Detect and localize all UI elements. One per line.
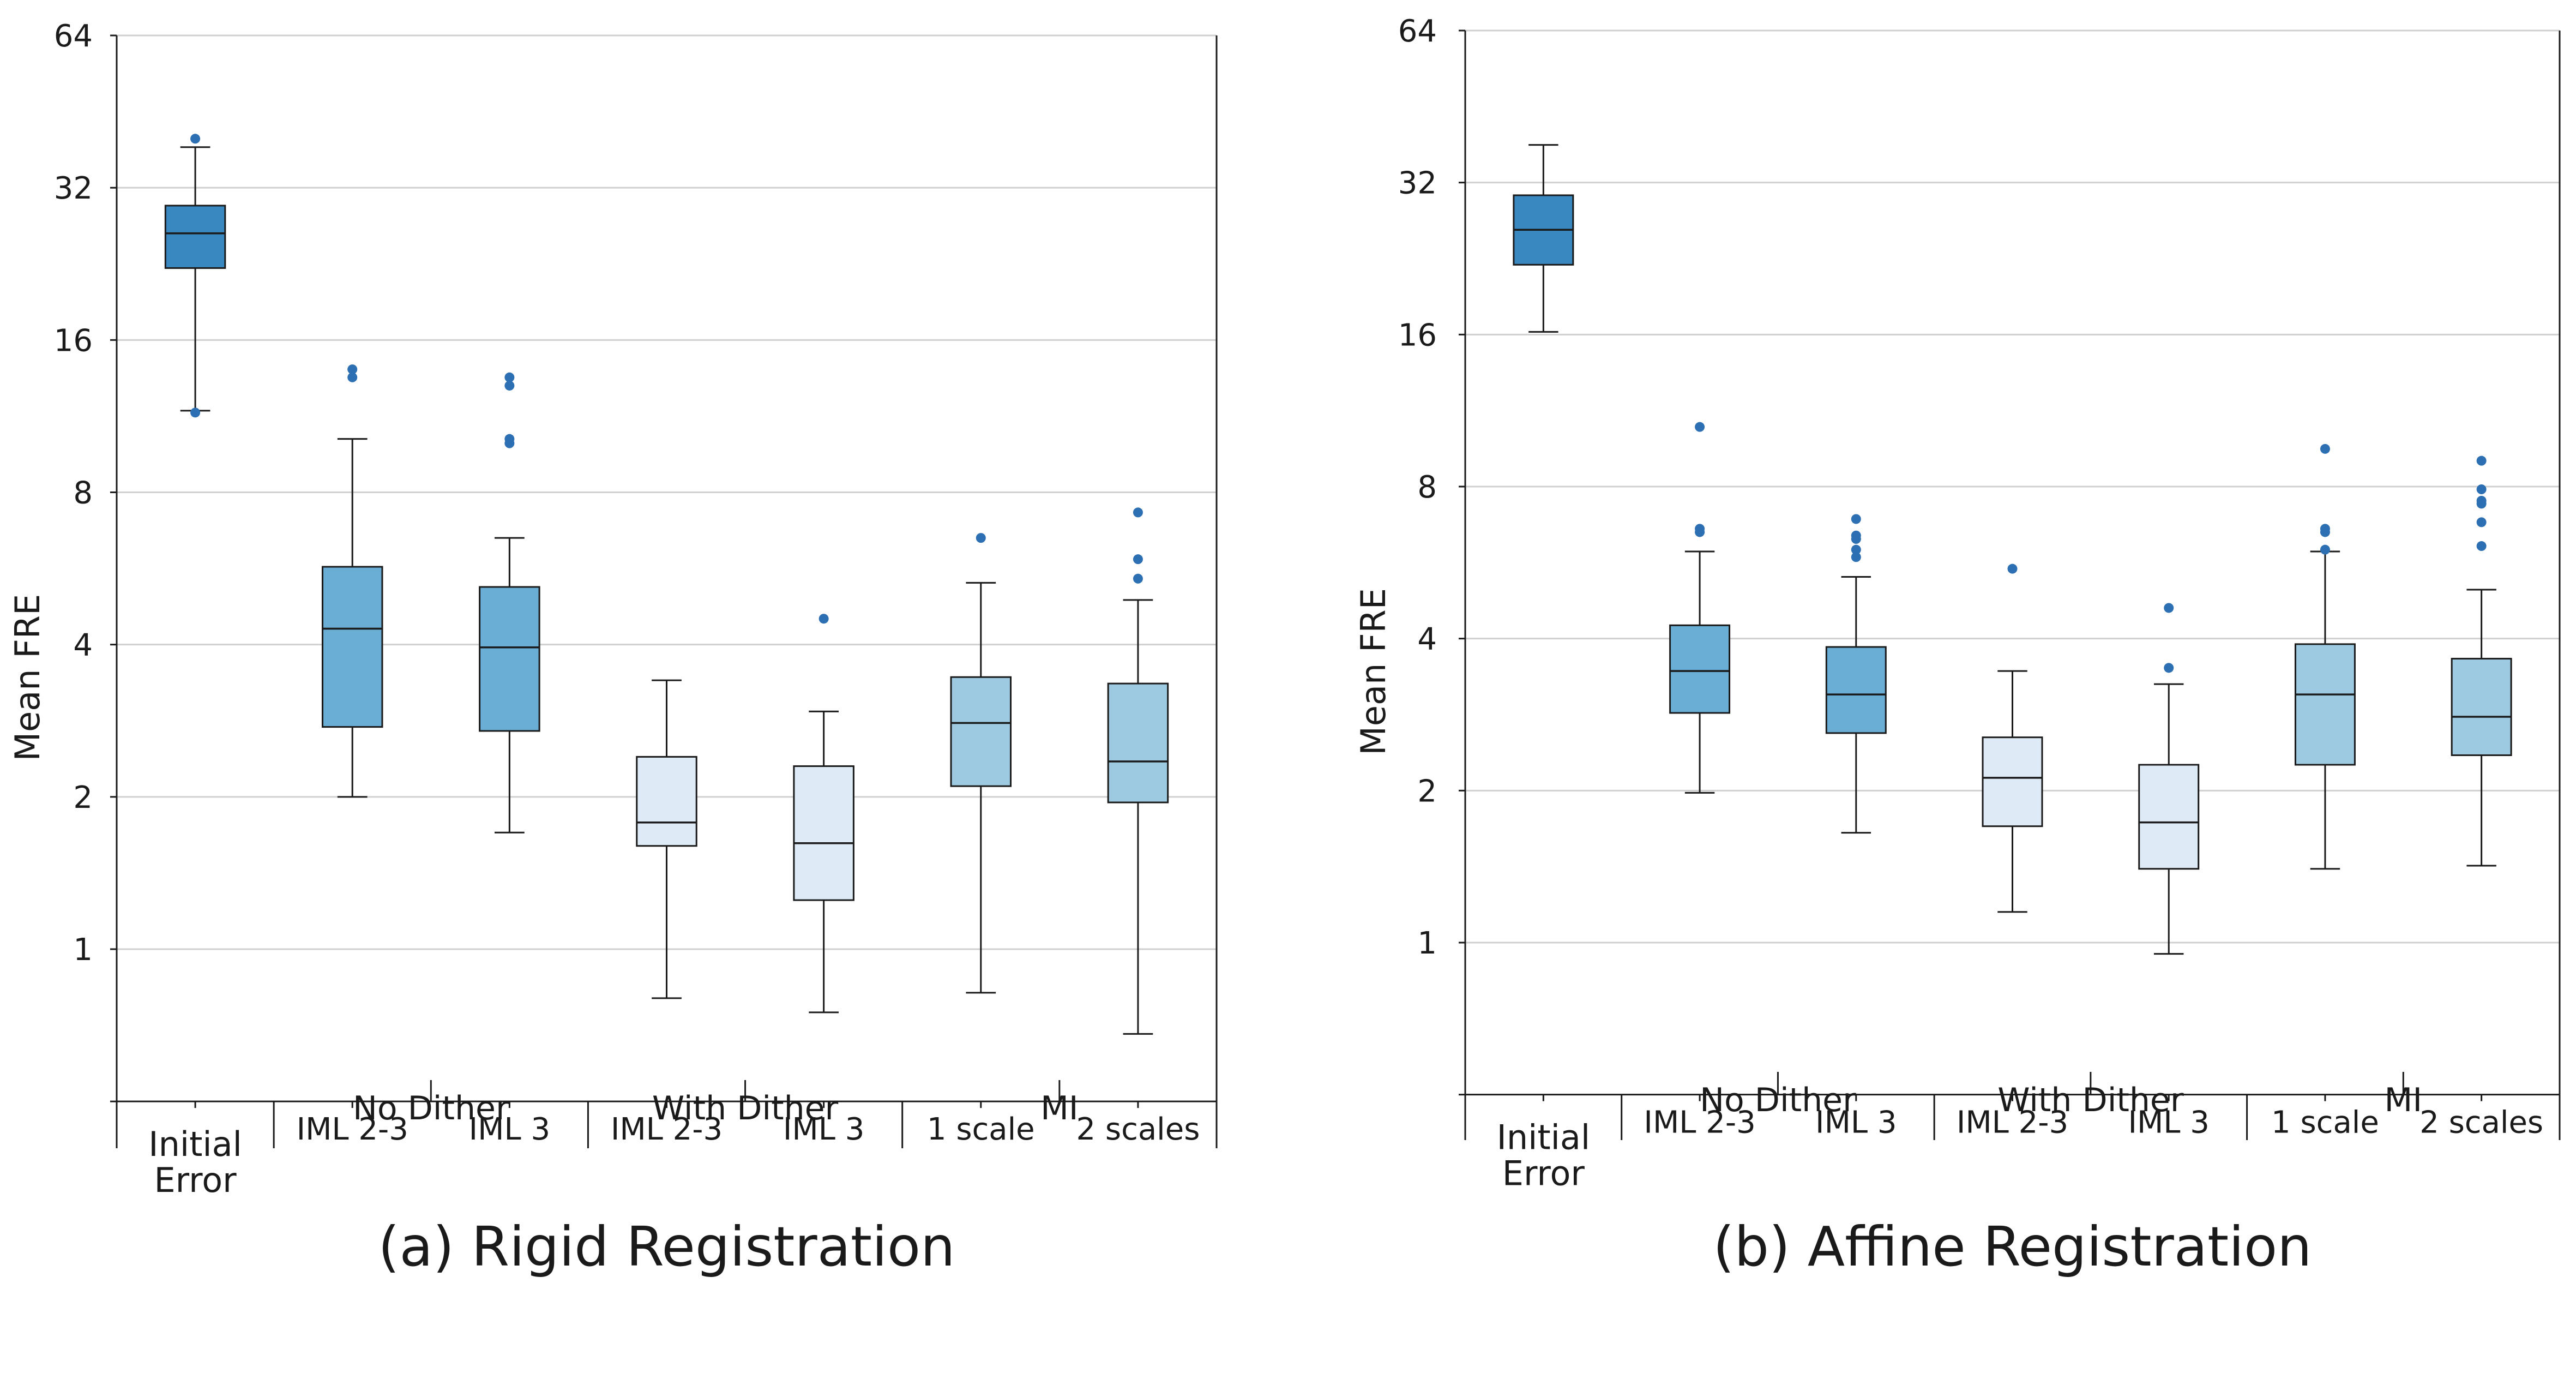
iqr-box	[793, 765, 854, 901]
iqr-box	[479, 586, 540, 732]
y-tick-label: 2	[1417, 774, 1437, 809]
outlier-point	[2476, 517, 2487, 527]
box-5	[2294, 443, 2356, 1101]
box-2	[479, 372, 540, 1108]
iqr-box	[950, 676, 1012, 787]
box-label: IML 3	[783, 1112, 864, 1147]
box-label: 1 scale	[927, 1112, 1035, 1147]
iqr-box	[2294, 643, 2356, 766]
outlier-point	[1851, 530, 1861, 541]
iqr-box	[321, 566, 383, 728]
box-label: 2 scales	[1076, 1112, 1200, 1147]
outlier-point	[1133, 507, 1143, 518]
outlier-point	[2476, 455, 2487, 466]
y-tick-label: 64	[1398, 14, 1437, 49]
y-tick-label: 8	[73, 476, 93, 511]
box-3	[1982, 563, 2043, 1101]
y-tick-label: 64	[54, 19, 93, 54]
box-label: 1 scale	[2271, 1105, 2379, 1141]
outlier-point	[2476, 495, 2487, 506]
y-tick-label: 16	[54, 323, 93, 358]
iqr-box	[2138, 764, 2200, 870]
box-label: IML 2-3	[1644, 1105, 1755, 1141]
outlier-point	[504, 380, 515, 391]
box-label: 2 scales	[2419, 1105, 2543, 1141]
box-label: IML 2-3	[297, 1112, 408, 1147]
box-4	[793, 614, 854, 1108]
box-3	[636, 679, 697, 1108]
outlier-point	[1851, 544, 1861, 555]
box-label: IML 2-3	[1957, 1105, 2068, 1141]
group-label: Initial	[1497, 1118, 1591, 1158]
box-0	[164, 134, 226, 1108]
box-1	[1669, 422, 1731, 1101]
outlier-point	[2320, 524, 2330, 534]
box-label: IML 3	[2128, 1105, 2209, 1141]
outlier-point	[976, 533, 986, 543]
y-tick-label: 4	[73, 628, 93, 663]
y-tick-label: 32	[54, 171, 93, 206]
y-tick-label: 16	[1398, 317, 1437, 353]
group-label: With Dither	[1997, 1081, 2184, 1119]
y-axis-label: Mean FRE	[1353, 588, 1393, 756]
iqr-box	[636, 756, 697, 847]
outlier-point	[347, 364, 358, 375]
box-1	[321, 364, 383, 1108]
outlier-point	[2164, 663, 2174, 673]
group-label: With Dither	[652, 1089, 839, 1128]
y-tick-label: 1	[1417, 926, 1437, 961]
box-label: IML 2-3	[611, 1112, 723, 1147]
box-6	[1107, 507, 1169, 1108]
box-label: IML 3	[469, 1112, 550, 1147]
box-5	[950, 533, 1012, 1108]
y-tick-label: 2	[73, 780, 93, 816]
outlier-point	[818, 614, 829, 624]
outlier-point	[2476, 484, 2487, 495]
box-2	[1825, 514, 1887, 1101]
group-label: No Dither	[1700, 1081, 1856, 1119]
outlier-point	[347, 372, 358, 382]
outlier-point	[504, 434, 515, 444]
y-tick-label: 32	[1398, 166, 1437, 201]
y-axis-label: Mean FRE	[8, 594, 47, 762]
outlier-point	[1695, 524, 1705, 534]
y-tick-label: 1	[73, 932, 93, 968]
outlier-point	[2476, 541, 2487, 551]
group-label: Error	[1502, 1154, 1585, 1194]
outlier-point	[1133, 573, 1143, 584]
panel-caption: (b) Affine Registration	[1713, 1215, 2312, 1279]
iqr-box	[164, 205, 226, 269]
box-0	[1513, 144, 1574, 1101]
outlier-point	[2164, 603, 2174, 613]
outlier-point	[1133, 554, 1143, 565]
outlier-point	[2007, 563, 2018, 574]
group-label: Initial	[148, 1124, 242, 1164]
group-label: No Dither	[353, 1089, 509, 1128]
y-tick-label: 8	[1417, 470, 1437, 505]
outlier-point	[1851, 514, 1861, 524]
outlier-point	[1695, 422, 1705, 432]
iqr-box	[1982, 736, 2043, 828]
panel-caption: (a) Rigid Registration	[378, 1215, 955, 1279]
group-label: MI	[1040, 1089, 1078, 1128]
iqr-box	[1669, 624, 1731, 714]
group-label: MI	[2385, 1081, 2422, 1119]
outlier-point	[2320, 443, 2330, 454]
outlier-point	[1851, 552, 1861, 562]
iqr-box	[1825, 646, 1887, 734]
box-6	[2451, 455, 2512, 1101]
outlier-point	[2320, 544, 2330, 555]
iqr-box	[1107, 682, 1169, 804]
box-4	[2138, 603, 2200, 1101]
iqr-box	[2451, 657, 2512, 756]
box-label: IML 3	[1815, 1105, 1897, 1141]
outlier-point	[190, 407, 201, 418]
y-tick-label: 4	[1417, 622, 1437, 657]
outlier-point	[504, 372, 515, 382]
outlier-point	[190, 134, 201, 144]
group-label: Error	[154, 1160, 237, 1200]
